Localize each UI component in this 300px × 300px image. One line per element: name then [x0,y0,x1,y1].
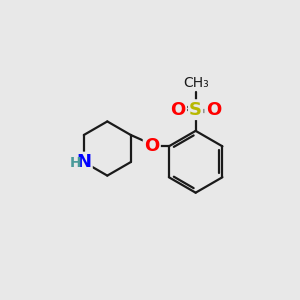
Text: CH₃: CH₃ [183,76,208,90]
Text: N: N [76,153,91,171]
Text: S: S [189,101,202,119]
Text: O: O [170,101,186,119]
Text: O: O [144,137,159,155]
Text: H: H [70,156,81,170]
Text: O: O [206,101,221,119]
